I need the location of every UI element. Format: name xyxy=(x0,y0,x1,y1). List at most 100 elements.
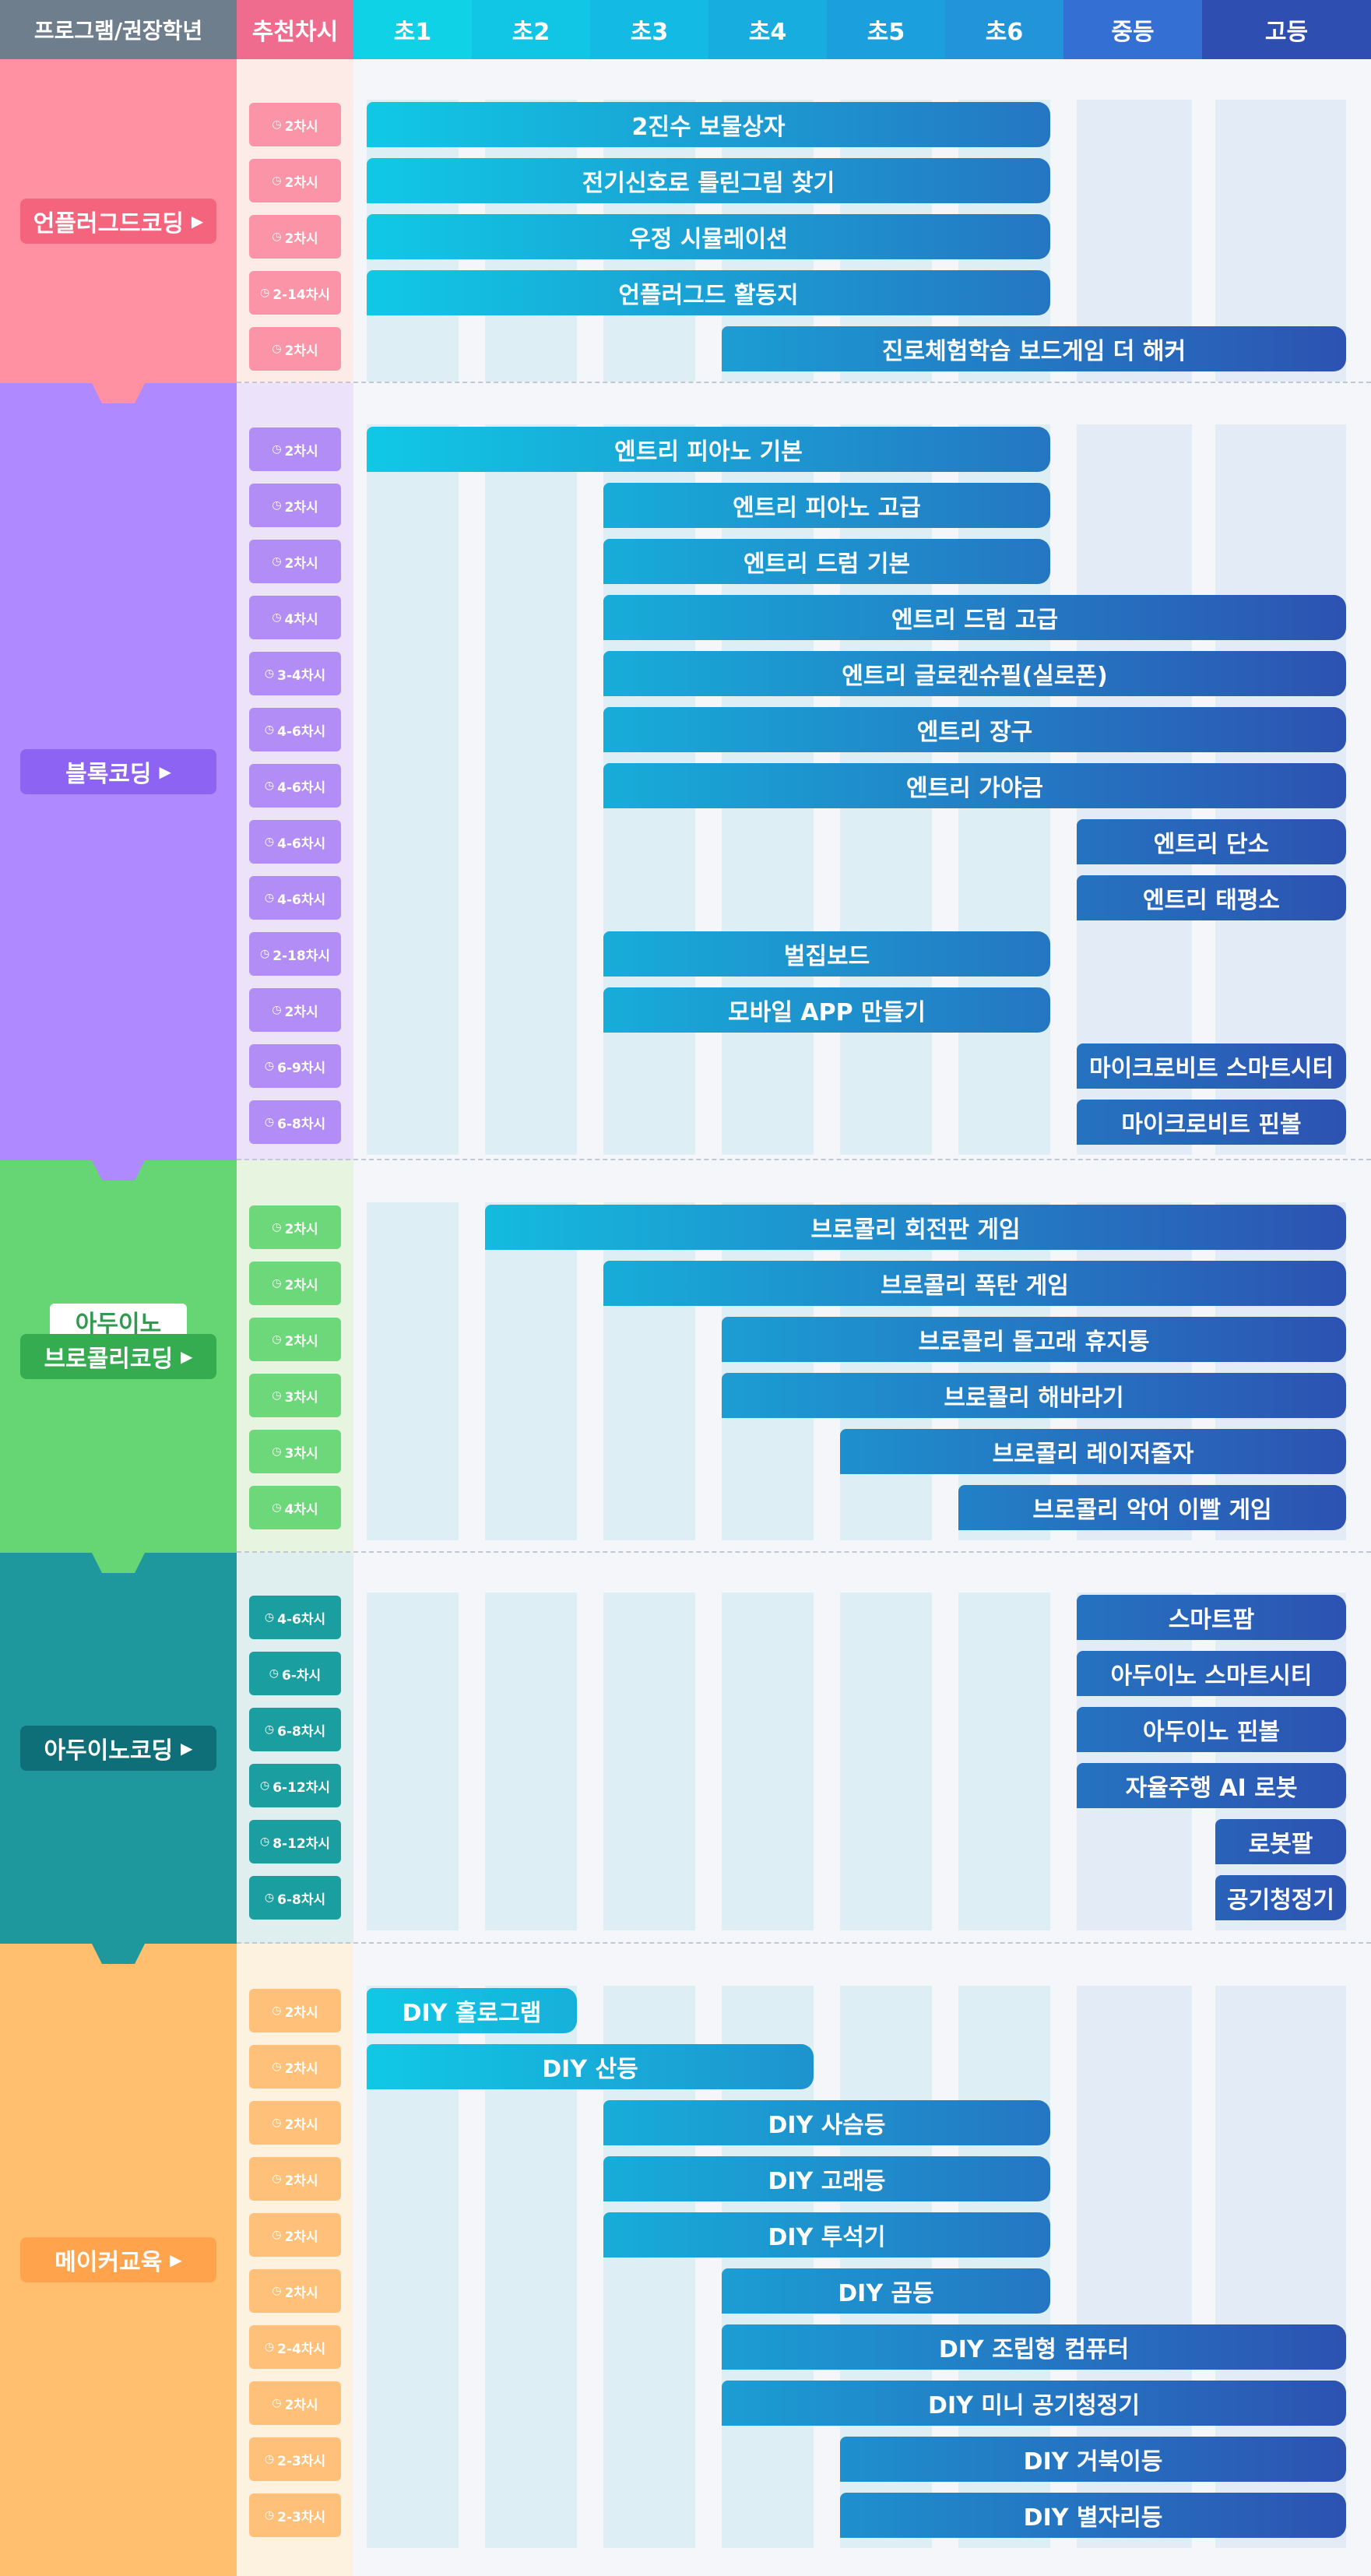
program-bar[interactable]: 엔트리 단소 xyxy=(1077,819,1346,864)
program-bar[interactable]: 아두이노 핀볼 xyxy=(1077,1707,1346,1752)
program-bar[interactable]: 엔트리 가야금 xyxy=(603,763,1346,808)
program-bar[interactable]: DIY 미니 공기청정기 xyxy=(722,2381,1346,2426)
hours-text: 4-6차시 xyxy=(277,892,326,908)
program-bar[interactable]: DIY 고래등 xyxy=(603,2156,1050,2201)
program-bar[interactable]: 마이크로비트 핀볼 xyxy=(1077,1100,1346,1145)
lane-brocoli-5 xyxy=(840,1202,932,1540)
program-bar[interactable]: 아두이노 스마트시티 xyxy=(1077,1651,1346,1696)
clock-icon: ◷ xyxy=(259,948,270,960)
program-bar[interactable]: 브로콜리 레이저줄자 xyxy=(840,1429,1346,1474)
lane-block-2 xyxy=(485,424,577,1155)
hours-text: 6-8차시 xyxy=(277,1116,326,1132)
program-bar[interactable]: DIY 홀로그램 xyxy=(367,1988,577,2033)
program-bar[interactable]: 언플러그드 활동지 xyxy=(367,270,1050,315)
hours-text: 2차시 xyxy=(284,2173,318,2189)
hours-chip: ◷ 6-9차시 xyxy=(249,1044,341,1088)
hours-chip: ◷ 2차시 xyxy=(249,540,341,583)
program-bar[interactable]: 브로콜리 해바라기 xyxy=(722,1373,1346,1418)
section-notch-unplugged xyxy=(91,382,146,403)
section-separator xyxy=(237,382,1371,383)
program-bar[interactable]: 엔트리 글로켄슈필(실로폰) xyxy=(603,651,1346,696)
program-name: 엔트리 가야금 xyxy=(905,775,1044,802)
lane-brocoli-1 xyxy=(367,1202,459,1540)
program-bar[interactable]: 로봇팔 xyxy=(1215,1819,1346,1864)
hours-text: 4-6차시 xyxy=(277,1611,326,1628)
program-bar[interactable]: DIY 거북이등 xyxy=(840,2437,1346,2482)
section-label-block[interactable]: 블록코딩 ▶ xyxy=(20,749,216,794)
program-bar[interactable]: DIY 조립형 컴퓨터 xyxy=(722,2324,1346,2370)
hours-chip: ◷ 8-12차시 xyxy=(249,1820,341,1863)
program-bar[interactable]: 우정 시뮬레이션 xyxy=(367,214,1050,259)
section-label-unplugged[interactable]: 언플러그드코딩 ▶ xyxy=(20,199,216,244)
hours-chip: ◷ 2-3차시 xyxy=(249,2493,341,2537)
program-name: DIY 미니 공기청정기 xyxy=(928,2392,1140,2419)
program-name: 언플러그드 활동지 xyxy=(618,282,799,309)
clock-icon: ◷ xyxy=(272,499,282,512)
hours-text: 3차시 xyxy=(284,1445,318,1462)
program-bar[interactable]: DIY 곰등 xyxy=(722,2268,1050,2314)
hours-chip: ◷ 2차시 xyxy=(249,215,341,259)
program-bar[interactable]: 엔트리 피아노 고급 xyxy=(603,483,1050,528)
program-name: DIY 고래등 xyxy=(768,2168,886,2195)
header-grade-5: 초5 xyxy=(827,0,945,59)
program-bar[interactable]: DIY 산등 xyxy=(367,2044,814,2089)
program-bar[interactable]: 벌집보드 xyxy=(603,931,1050,977)
hours-text: 2-14차시 xyxy=(272,287,331,303)
lane-brocoli-7 xyxy=(1077,1202,1192,1540)
program-bar[interactable]: 진로체험학습 보드게임 더 해커 xyxy=(722,326,1346,371)
section-label-arduino[interactable]: 아두이노코딩 ▶ xyxy=(20,1726,216,1771)
section-label-brocoli[interactable]: 브로콜리코딩 ▶ xyxy=(20,1334,216,1379)
program-name: 엔트리 피아노 기본 xyxy=(614,438,803,466)
program-bar[interactable]: 모바일 APP 만들기 xyxy=(603,987,1050,1033)
hours-text: 3-4차시 xyxy=(277,667,326,684)
clock-icon: ◷ xyxy=(264,1611,275,1624)
clock-icon: ◷ xyxy=(264,2453,275,2465)
program-bar[interactable]: 전기신호로 틀린그림 찾기 xyxy=(367,158,1050,203)
clock-icon: ◷ xyxy=(272,555,282,568)
program-bar[interactable]: 브로콜리 회전판 게임 xyxy=(485,1205,1346,1250)
header-grade-4: 초4 xyxy=(708,0,827,59)
program-bar[interactable]: 엔트리 드럼 고급 xyxy=(603,595,1346,640)
program-bar[interactable]: DIY 별자리등 xyxy=(840,2493,1346,2538)
program-name: 브로콜리 폭탄 게임 xyxy=(881,1272,1069,1300)
clock-icon: ◷ xyxy=(272,611,282,624)
program-bar[interactable]: 자율주행 AI 로봇 xyxy=(1077,1763,1346,1808)
program-bar[interactable]: DIY 사슴등 xyxy=(603,2100,1050,2145)
program-name: DIY 사슴등 xyxy=(768,2112,886,2139)
lane-arduino-6 xyxy=(958,1592,1050,1930)
program-bar[interactable]: 엔트리 장구 xyxy=(603,707,1346,752)
program-bar[interactable]: 브로콜리 폭탄 게임 xyxy=(603,1261,1346,1306)
program-bar[interactable]: 엔트리 드럼 기본 xyxy=(603,539,1050,584)
header-program: 프로그램/권장학년 xyxy=(0,0,237,59)
section-label-text: 아두이노코딩 xyxy=(44,1737,174,1765)
program-bar[interactable]: 브로콜리 돌고래 휴지통 xyxy=(722,1317,1346,1362)
program-name: 엔트리 장구 xyxy=(916,719,1033,746)
lane-arduino-1 xyxy=(367,1592,459,1930)
hours-chip: ◷ 2차시 xyxy=(249,2213,341,2257)
program-name: DIY 조립형 컴퓨터 xyxy=(938,2336,1130,2363)
lane-arduino-8 xyxy=(1215,1592,1346,1930)
hours-text: 6-차시 xyxy=(282,1667,322,1684)
program-bar[interactable]: 브로콜리 악어 이빨 게임 xyxy=(958,1485,1346,1530)
program-bar[interactable]: 엔트리 태평소 xyxy=(1077,875,1346,920)
program-bar[interactable]: 2진수 보물상자 xyxy=(367,102,1050,147)
lane-arduino-4 xyxy=(722,1592,814,1930)
program-bar[interactable]: 공기청정기 xyxy=(1215,1875,1346,1920)
program-name: DIY 곰등 xyxy=(838,2280,934,2307)
hours-text: 2차시 xyxy=(284,499,318,516)
program-bar[interactable]: DIY 투석기 xyxy=(603,2212,1050,2258)
program-bar[interactable]: 스마트팜 xyxy=(1077,1595,1346,1640)
program-name: 2진수 보물상자 xyxy=(631,114,786,141)
hours-chip: ◷ 2-3차시 xyxy=(249,2437,341,2481)
section-label-maker[interactable]: 메이커교육 ▶ xyxy=(20,2237,216,2282)
clock-icon: ◷ xyxy=(264,2509,275,2521)
hours-chip: ◷ 3차시 xyxy=(249,1430,341,1473)
program-bar[interactable]: 마이크로비트 스마트시티 xyxy=(1077,1043,1346,1089)
program-name: 자율주행 AI 로봇 xyxy=(1125,1775,1298,1802)
hours-chip: ◷ 2차시 xyxy=(249,159,341,202)
program-bar[interactable]: 엔트리 피아노 기본 xyxy=(367,427,1050,472)
hours-text: 2차시 xyxy=(284,343,318,359)
program-name: 브로콜리 회전판 게임 xyxy=(810,1216,1021,1244)
program-name: 진로체험학습 보드게임 더 해커 xyxy=(881,338,1186,365)
arrow-right-icon: ▶ xyxy=(191,212,204,231)
